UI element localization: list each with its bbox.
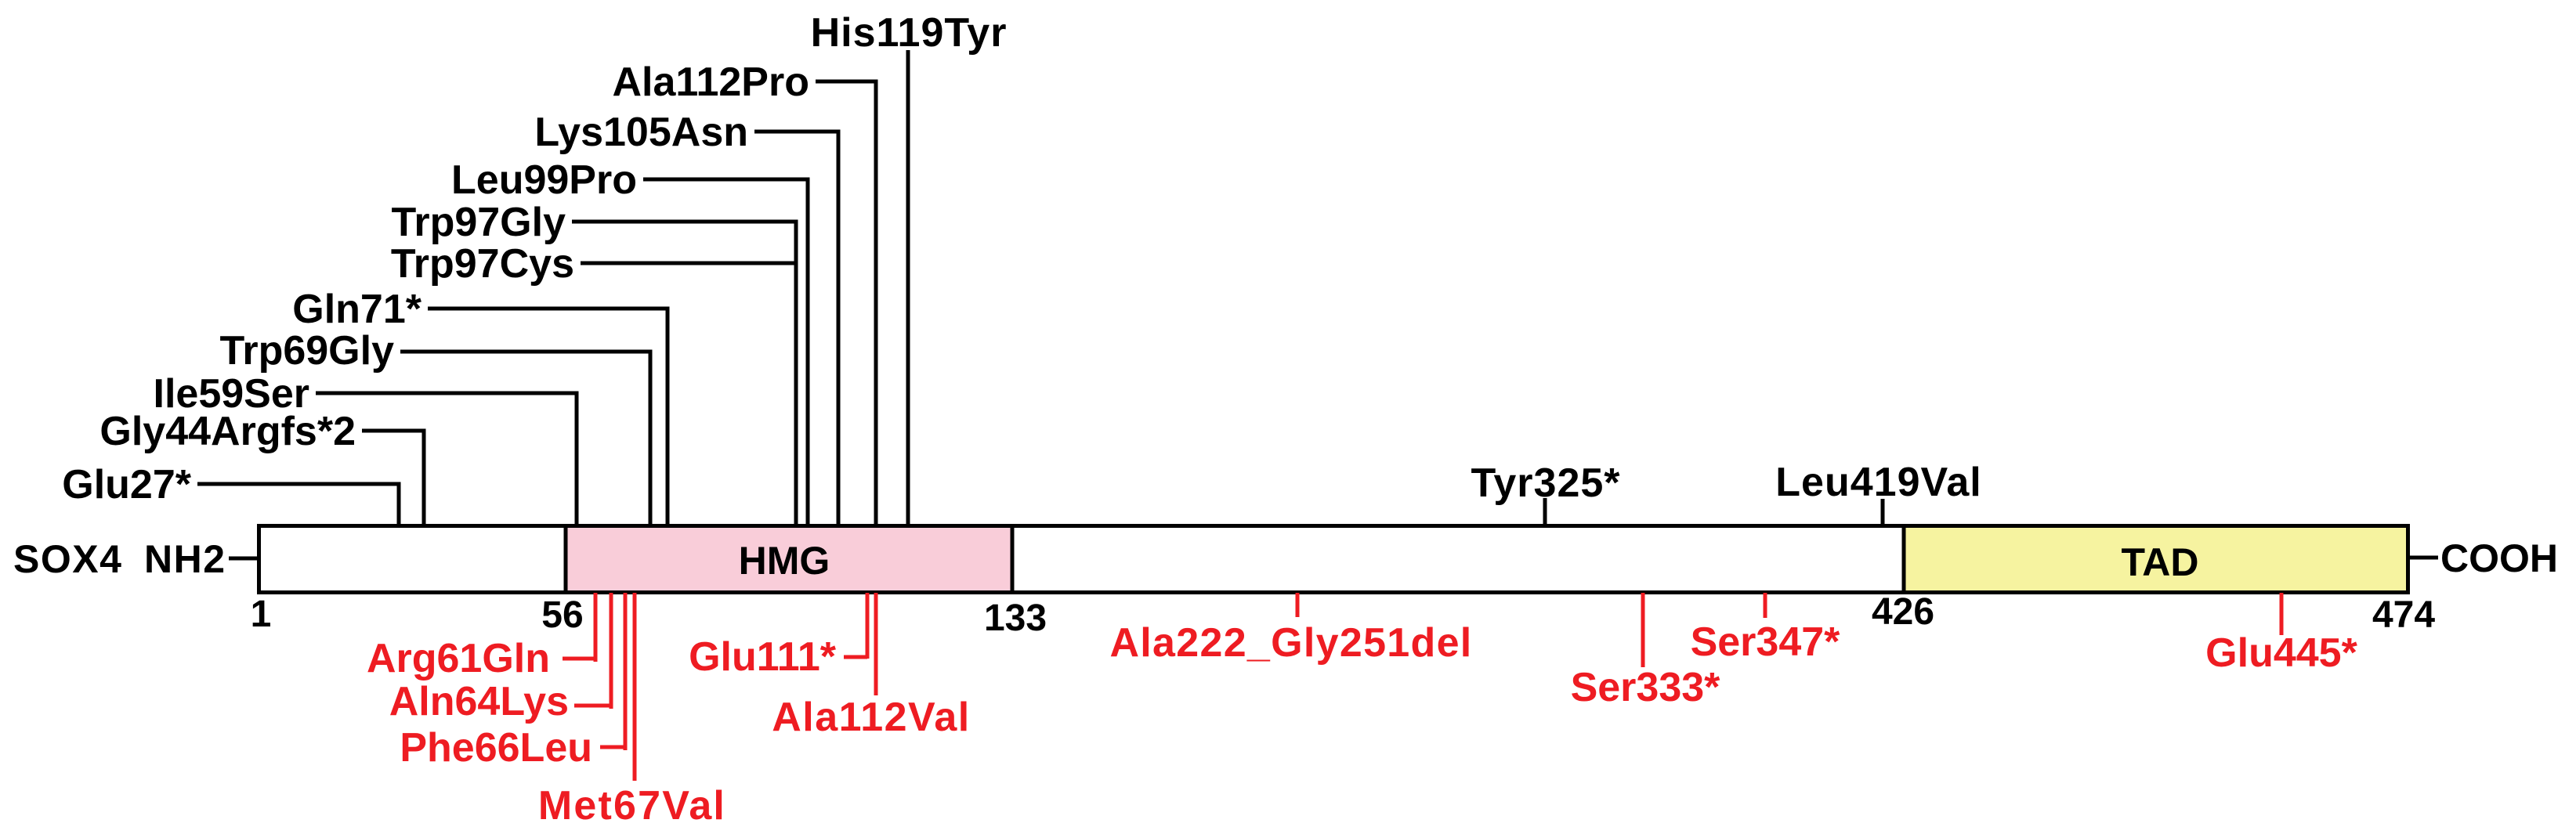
svg-text:Ala222_Gly251del: Ala222_Gly251del [1109,620,1472,666]
svg-text:426: 426 [1872,591,1934,633]
svg-text:Leu99Pro: Leu99Pro [451,157,637,203]
svg-text:Tyr325*: Tyr325* [1471,460,1620,506]
svg-text:Trp69Gly: Trp69Gly [219,328,394,374]
svg-text:Ser333*: Ser333* [1571,665,1721,710]
svg-text:Gln71*: Gln71* [292,287,421,332]
svg-text:Ala112Pro: Ala112Pro [613,60,810,105]
svg-text:Ser347*: Ser347* [1691,619,1841,665]
svg-text:Aln64Lys: Aln64Lys [389,679,569,724]
svg-text:Phe66Leu: Phe66Leu [400,725,592,771]
svg-text:COOH: COOH [2440,536,2558,580]
svg-text:Leu419Val: Leu419Val [1775,460,1981,505]
svg-text:Ile59Ser: Ile59Ser [154,371,310,417]
svg-text:Trp97Cys: Trp97Cys [391,241,574,287]
svg-text:Gly44Argfs*2: Gly44Argfs*2 [99,409,356,454]
svg-text:Trp97Gly: Trp97Gly [391,200,566,245]
svg-text:Ala112Val: Ala112Val [772,695,971,740]
svg-text:474: 474 [2372,594,2435,636]
svg-text:SOX4: SOX4 [13,537,122,581]
svg-text:1: 1 [251,594,272,635]
svg-text:133: 133 [984,598,1047,639]
svg-text:Lys105Asn: Lys105Asn [534,110,748,155]
svg-text:TAD: TAD [2121,540,2198,584]
svg-text:Met67Val: Met67Val [538,783,726,829]
svg-text:Arg61Gln: Arg61Gln [367,636,550,681]
svg-text:Glu27*: Glu27* [62,462,191,507]
svg-text:NH2: NH2 [144,537,226,581]
svg-text:56: 56 [541,594,583,636]
svg-text:His119Tyr: His119Tyr [811,10,1008,56]
svg-text:Glu111*: Glu111* [689,634,837,680]
svg-text:Glu445*: Glu445* [2205,630,2357,676]
svg-text:HMG: HMG [739,539,830,583]
